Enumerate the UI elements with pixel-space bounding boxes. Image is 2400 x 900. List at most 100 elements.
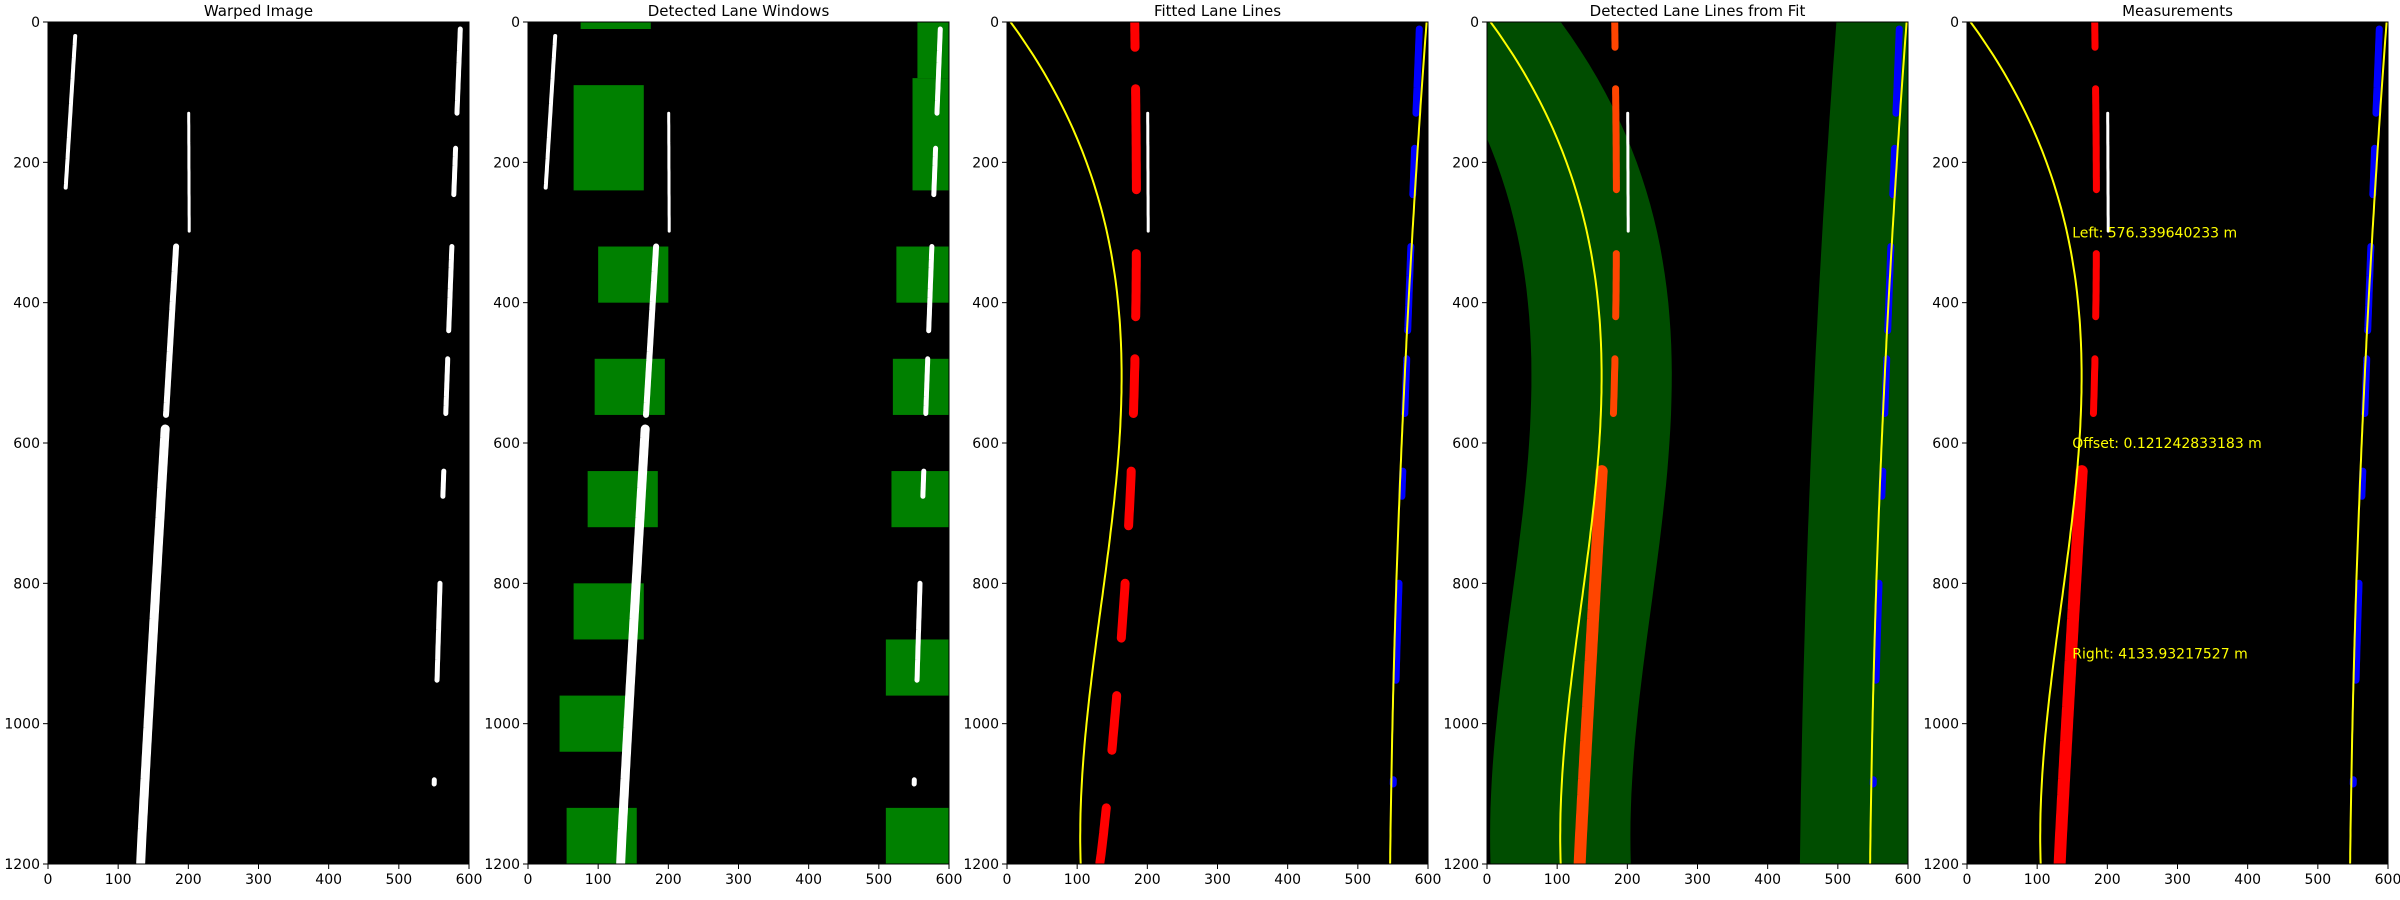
x-tick-label: 400 <box>1274 872 1301 888</box>
x-tick-label: 500 <box>865 872 892 888</box>
y-tick-label: 800 <box>972 576 999 592</box>
lane-window-right <box>912 78 949 191</box>
left-fit-curve <box>1009 22 1123 864</box>
panel-windows: Detected Lane Windows 0 100 200 300 400 500 600… <box>484 2 963 888</box>
lane-pixels-mid <box>187 111 191 233</box>
x-tick-label: 500 <box>2304 872 2331 888</box>
y-tick-label: 0 <box>1470 15 1479 31</box>
y-tick-label: 1200 <box>4 857 40 873</box>
x-tick-label: 400 <box>1754 872 1781 888</box>
panel-fitted: Fitted Lane Lines 0 100 200 300 400 500 600 0 200… <box>963 2 1441 888</box>
image-area <box>1007 22 1428 864</box>
lane-pixels-mid <box>2106 111 2110 233</box>
panel-title: Warped Image <box>204 2 313 20</box>
image-area <box>1487 22 1908 864</box>
y-tick-label: 200 <box>1452 155 1479 171</box>
lane-pixels-right <box>440 468 447 499</box>
lane-window-right <box>891 471 949 528</box>
left-fit-band <box>1487 22 1672 864</box>
x-tick-label: 100 <box>105 872 132 888</box>
lane-pixels-right <box>920 468 927 499</box>
lane-pixels-right <box>1412 25 1423 117</box>
y-tick-label: 800 <box>493 576 520 592</box>
x-tick-label: 0 <box>524 872 533 888</box>
lane-pixels-left <box>1131 84 1141 195</box>
x-tick-label: 100 <box>1064 872 1091 888</box>
y-tick-label: 1200 <box>1923 857 1959 873</box>
right-fit-curve <box>2349 22 2388 864</box>
lane-pixels-right <box>1881 355 1891 417</box>
lane-pixels-right <box>926 244 935 334</box>
lane-pixels-right <box>2352 579 2363 684</box>
x-tick-label: 0 <box>1483 872 1492 888</box>
y-tick-label: 400 <box>493 296 520 312</box>
x-tick-label: 300 <box>1204 872 1231 888</box>
lane-pixels-right <box>914 580 923 683</box>
panel-title: Detected Lane Lines from Fit <box>1590 2 1806 20</box>
x-tick-label: 100 <box>1544 872 1571 888</box>
x-tick-label: 200 <box>2094 872 2121 888</box>
y-tick-label: 600 <box>493 436 520 452</box>
lane-pixels-right <box>1392 579 1403 684</box>
panel-title: Measurements <box>2122 2 2233 20</box>
lane-pixels-mid <box>667 111 671 233</box>
panel-fromfit: Detected Lane Lines from Fit 0 100 200 300 40… <box>1443 2 1922 888</box>
lane-pixels-left <box>163 243 180 418</box>
y-tick-label: 1000 <box>4 717 40 733</box>
y-tick-label: 600 <box>972 436 999 452</box>
y-tick-label: 600 <box>13 436 40 452</box>
lane-pixels-right <box>2369 144 2379 199</box>
lane-pixels-mid <box>1146 111 1150 233</box>
lane-pixels-right <box>443 356 451 416</box>
y-tick-label: 200 <box>493 155 520 171</box>
lane-window-left <box>573 85 644 191</box>
lane-pixels-left <box>643 243 660 418</box>
x-tick-label: 200 <box>1614 872 1641 888</box>
image-background <box>48 22 469 864</box>
x-tick-label: 0 <box>1963 872 1972 888</box>
x-tick-label: 600 <box>456 872 483 888</box>
lane-pixels-mid <box>1626 111 1630 233</box>
lane-pixels-left <box>1573 465 1608 864</box>
x-tick-label: 500 <box>1344 872 1371 888</box>
y-tick-label: 0 <box>31 15 40 31</box>
lane-window-right <box>892 358 949 415</box>
lane-pixels-right <box>2361 355 2371 417</box>
lane-pixels-right <box>931 145 939 198</box>
y-tick-label: 800 <box>13 576 40 592</box>
image-area: Left: 576.339640233 m Offset: 0.121242833… <box>1967 22 2388 864</box>
lane-pixels-left <box>1095 803 1111 864</box>
x-tick-label: 300 <box>725 872 752 888</box>
image-background <box>1967 22 2388 864</box>
y-tick-label: 0 <box>990 15 999 31</box>
lane-pixels-right <box>2358 467 2367 500</box>
lane-pixels-left <box>1131 249 1141 322</box>
x-tick-label: 600 <box>936 872 963 888</box>
lane-pixels-left <box>1107 691 1122 755</box>
lane-pixels-left <box>616 424 650 864</box>
lane-window-left <box>587 471 658 528</box>
lane-window-right <box>885 807 949 864</box>
x-tick-label: 200 <box>1134 872 1161 888</box>
x-tick-label: 400 <box>2234 872 2261 888</box>
lane-pixels-left <box>1609 355 1619 417</box>
lane-pixels-right <box>1409 144 1419 199</box>
y-tick-label: 0 <box>1950 15 1959 31</box>
lane-window-left <box>594 358 665 415</box>
x-tick-label: 600 <box>1415 872 1442 888</box>
y-tick-label: 1000 <box>1923 717 1959 733</box>
y-tick-label: 400 <box>1932 296 1959 312</box>
y-tick-label: 400 <box>1452 296 1479 312</box>
lane-pixels-right <box>454 26 463 116</box>
lane-pixels-right <box>2372 25 2383 117</box>
x-tick-label: 600 <box>1895 872 1922 888</box>
y-tick-label: 1000 <box>963 717 999 733</box>
x-tick-label: 600 <box>2375 872 2400 888</box>
image-background <box>1007 22 1428 864</box>
lane-pixels-right <box>434 580 443 683</box>
lane-pixels-left <box>2053 465 2088 864</box>
panel-title: Fitted Lane Lines <box>1154 2 1281 20</box>
right-fit-curve <box>1389 22 1428 864</box>
lane-pixels-right <box>923 356 931 416</box>
